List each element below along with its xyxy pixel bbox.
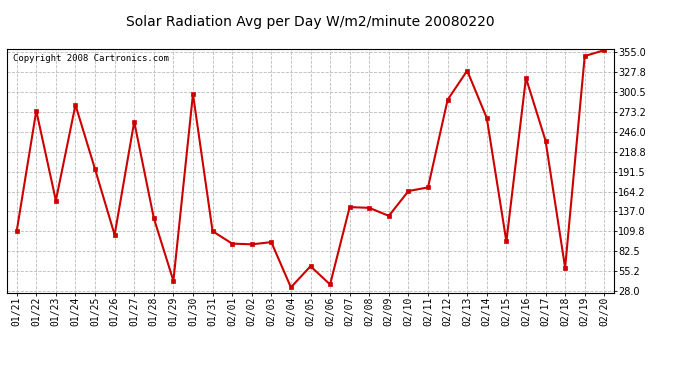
- Text: Solar Radiation Avg per Day W/m2/minute 20080220: Solar Radiation Avg per Day W/m2/minute …: [126, 15, 495, 29]
- Text: Copyright 2008 Cartronics.com: Copyright 2008 Cartronics.com: [13, 54, 169, 63]
